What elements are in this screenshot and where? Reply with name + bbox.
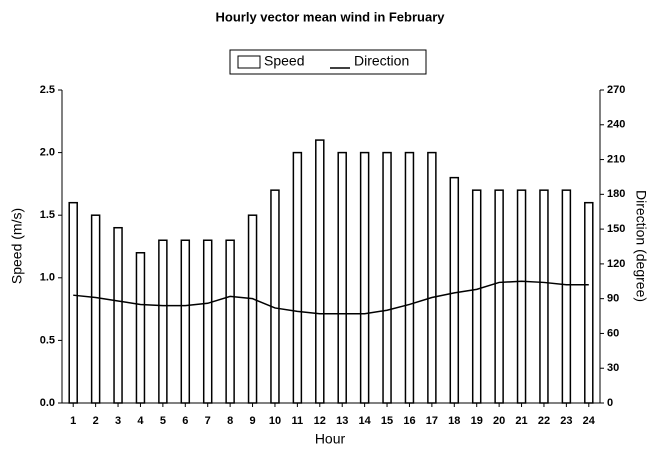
- bar: [135, 252, 146, 404]
- x-tick-label: 17: [426, 415, 438, 427]
- legend-box: [229, 49, 427, 75]
- bar: [584, 201, 594, 404]
- y-tick-label: 1.5: [40, 209, 55, 221]
- x-tick-label: 9: [249, 415, 255, 427]
- x-tick-label: 11: [292, 415, 304, 427]
- chart-title: Hourly vector mean wind in February: [216, 9, 446, 24]
- bar: [202, 239, 213, 404]
- legend-swatch: [237, 55, 261, 69]
- x-tick-label: 4: [137, 415, 144, 427]
- bar: [449, 176, 460, 404]
- bar: [561, 189, 572, 404]
- legend-label: Speed: [264, 53, 304, 69]
- bar: [494, 189, 504, 404]
- bar: [539, 189, 549, 404]
- y2-tick-label: 180: [607, 188, 625, 200]
- bar: [427, 151, 437, 404]
- x-tick-label: 19: [471, 415, 483, 427]
- x-tick-label: 20: [493, 415, 505, 427]
- y2-tick-label: 270: [607, 84, 625, 96]
- y-tick-label: 0.5: [40, 334, 55, 346]
- bar: [113, 226, 123, 404]
- x-axis-title: Hour: [315, 431, 346, 447]
- y2-tick-label: 60: [607, 327, 619, 339]
- x-tick-label: 16: [403, 415, 415, 427]
- x-tick-label: 14: [359, 415, 372, 427]
- direction-line: [73, 280, 589, 315]
- bar: [225, 239, 235, 404]
- bar: [247, 214, 258, 404]
- x-tick-label: 13: [336, 415, 348, 427]
- bar: [270, 189, 280, 404]
- bar: [315, 139, 325, 404]
- y2-tick-label: 0: [607, 397, 613, 409]
- bar: [337, 151, 347, 404]
- x-tick-label: 24: [583, 415, 596, 427]
- x-tick-label: 8: [227, 415, 233, 427]
- x-tick-label: 18: [448, 415, 460, 427]
- bar: [158, 239, 168, 404]
- y2-tick-label: 210: [607, 153, 625, 165]
- bar: [471, 189, 482, 404]
- y2-tick-label: 90: [607, 293, 619, 305]
- bar: [359, 151, 370, 404]
- y2-tick-label: 30: [607, 362, 619, 374]
- y-axis-title: Speed (m/s): [9, 208, 25, 284]
- x-tick-label: 1: [70, 415, 76, 427]
- bar: [404, 151, 415, 404]
- x-tick-label: 22: [538, 415, 550, 427]
- bar: [68, 201, 78, 404]
- legend-label: Direction: [354, 53, 409, 69]
- bar: [292, 151, 303, 404]
- y2-axis-title: Direction (degree): [633, 190, 649, 302]
- x-tick-label: 3: [115, 415, 121, 427]
- x-tick-label: 2: [93, 415, 99, 427]
- y-tick-label: 2.5: [40, 84, 55, 96]
- x-tick-label: 7: [205, 415, 211, 427]
- y2-tick-label: 150: [607, 223, 625, 235]
- bar: [382, 151, 392, 404]
- y-tick-label: 1.0: [40, 272, 55, 284]
- y-tick-label: 2.0: [40, 147, 55, 159]
- x-tick-label: 10: [269, 415, 281, 427]
- bar: [516, 189, 527, 404]
- y2-tick-label: 240: [607, 119, 625, 131]
- y-tick-label: 0.0: [40, 397, 55, 409]
- x-tick-label: 12: [314, 415, 326, 427]
- x-tick-label: 21: [515, 415, 527, 427]
- bar: [90, 214, 101, 404]
- bar: [180, 239, 191, 404]
- x-tick-label: 5: [160, 415, 166, 427]
- x-tick-label: 6: [182, 415, 188, 427]
- x-tick-label: 23: [560, 415, 572, 427]
- x-tick-label: 15: [381, 415, 393, 427]
- y2-tick-label: 120: [607, 258, 625, 270]
